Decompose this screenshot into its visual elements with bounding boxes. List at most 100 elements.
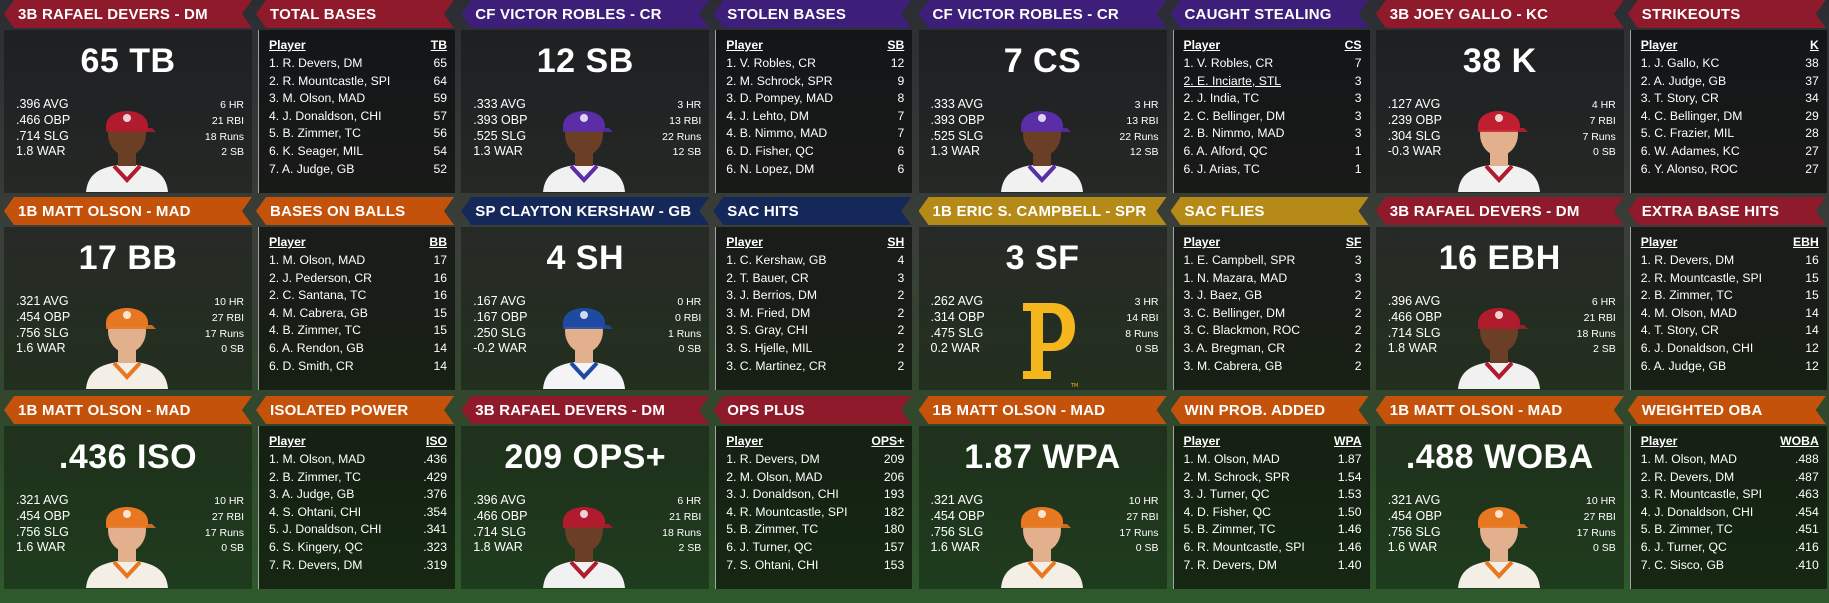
- player-header[interactable]: SP CLAYTON KERSHAW - GB: [461, 197, 709, 225]
- table-row[interactable]: 1. J. Gallo, KC 38: [1641, 55, 1819, 73]
- table-row[interactable]: 1. V. Robles, CR 7: [1184, 55, 1362, 73]
- player-header[interactable]: 1B MATT OLSON - MAD: [4, 197, 252, 225]
- table-row[interactable]: 2. J. India, TC 3: [1184, 90, 1362, 108]
- table-row[interactable]: 4. J. Lehto, DM 7: [726, 108, 904, 126]
- table-row[interactable]: 2. E. Inciarte, STL 3: [1184, 73, 1362, 91]
- table-row[interactable]: 5. B. Zimmer, TC 1.46: [1184, 521, 1362, 539]
- table-row[interactable]: 2. J. Pederson, CR 16: [269, 270, 447, 288]
- category-header[interactable]: OPS PLUS: [713, 396, 911, 424]
- table-row[interactable]: 1. C. Kershaw, GB 4: [726, 252, 904, 270]
- table-row[interactable]: 3. C. Martinez, CR 2: [726, 358, 904, 376]
- table-row[interactable]: 1. M. Olson, MAD .488: [1641, 451, 1819, 469]
- table-row[interactable]: 2. R. Mountcastle, SPI 15: [1641, 270, 1819, 288]
- table-row[interactable]: 7. S. Ohtani, CHI 153: [726, 557, 904, 575]
- table-row[interactable]: 3. D. Pompey, MAD 8: [726, 90, 904, 108]
- table-row[interactable]: 2. M. Schrock, SPR 1.54: [1184, 469, 1362, 487]
- table-row[interactable]: 3. M. Olson, MAD 59: [269, 90, 447, 108]
- player-header[interactable]: 1B ERIC S. CAMPBELL - SPR: [919, 197, 1167, 225]
- category-header[interactable]: TOTAL BASES: [256, 0, 454, 28]
- table-row[interactable]: 5. J. Donaldson, CHI .341: [269, 521, 447, 539]
- table-row[interactable]: 2. B. Zimmer, TC .429: [269, 469, 447, 487]
- table-row[interactable]: 3. J. Donaldson, CHI 193: [726, 486, 904, 504]
- player-header[interactable]: 1B MATT OLSON - MAD: [4, 396, 252, 424]
- table-row[interactable]: 6. Y. Alonso, ROC 27: [1641, 161, 1819, 179]
- table-row[interactable]: 3. J. Baez, GB 2: [1184, 287, 1362, 305]
- table-row[interactable]: 1. M. Olson, MAD 1.87: [1184, 451, 1362, 469]
- table-row[interactable]: 3. C. Bellinger, DM 2: [1184, 305, 1362, 323]
- table-row[interactable]: 1. R. Devers, DM 209: [726, 451, 904, 469]
- category-header[interactable]: WIN PROB. ADDED: [1171, 396, 1369, 424]
- table-row[interactable]: 6. S. Kingery, QC .323: [269, 539, 447, 557]
- table-row[interactable]: 1. R. Devers, DM 65: [269, 55, 447, 73]
- table-row[interactable]: 4. R. Mountcastle, SPI 182: [726, 504, 904, 522]
- table-row[interactable]: 3. J. Berrios, DM 2: [726, 287, 904, 305]
- table-row[interactable]: 4. C. Bellinger, DM 29: [1641, 108, 1819, 126]
- table-row[interactable]: 5. B. Zimmer, TC .451: [1641, 521, 1819, 539]
- player-header[interactable]: 3B RAFAEL DEVERS - DM: [4, 0, 252, 28]
- table-row[interactable]: 3. M. Fried, DM 2: [726, 305, 904, 323]
- table-row[interactable]: 2. B. Zimmer, TC 15: [1641, 287, 1819, 305]
- category-header[interactable]: SAC HITS: [713, 197, 911, 225]
- table-row[interactable]: 3. S. Hjelle, MIL 2: [726, 340, 904, 358]
- table-row[interactable]: 6. J. Donaldson, CHI 12: [1641, 340, 1819, 358]
- table-row[interactable]: 6. A. Judge, GB 12: [1641, 358, 1819, 376]
- table-row[interactable]: 4. D. Fisher, QC 1.50: [1184, 504, 1362, 522]
- player-header[interactable]: 3B RAFAEL DEVERS - DM: [461, 396, 709, 424]
- player-header[interactable]: CF VICTOR ROBLES - CR: [919, 0, 1167, 28]
- table-row[interactable]: 5. B. Zimmer, TC 180: [726, 521, 904, 539]
- category-header[interactable]: STOLEN BASES: [713, 0, 911, 28]
- player-header[interactable]: 1B MATT OLSON - MAD: [919, 396, 1167, 424]
- table-row[interactable]: 4. S. Ohtani, CHI .354: [269, 504, 447, 522]
- table-row[interactable]: 3. A. Bregman, CR 2: [1184, 340, 1362, 358]
- table-row[interactable]: 1. M. Olson, MAD 17: [269, 252, 447, 270]
- table-row[interactable]: 6. W. Adames, KC 27: [1641, 143, 1819, 161]
- category-header[interactable]: EXTRA BASE HITS: [1628, 197, 1826, 225]
- table-row[interactable]: 3. J. Turner, QC 1.53: [1184, 486, 1362, 504]
- table-row[interactable]: 2. A. Judge, GB 37: [1641, 73, 1819, 91]
- table-row[interactable]: 3. R. Mountcastle, SPI .463: [1641, 486, 1819, 504]
- table-row[interactable]: 4. M. Cabrera, GB 15: [269, 305, 447, 323]
- table-row[interactable]: 4. B. Zimmer, TC 15: [269, 322, 447, 340]
- table-row[interactable]: 7. R. Devers, DM 1.40: [1184, 557, 1362, 575]
- player-header[interactable]: 1B MATT OLSON - MAD: [1376, 396, 1624, 424]
- player-header[interactable]: CF VICTOR ROBLES - CR: [461, 0, 709, 28]
- table-row[interactable]: 6. J. Turner, QC 157: [726, 539, 904, 557]
- table-row[interactable]: 2. M. Schrock, SPR 9: [726, 73, 904, 91]
- table-row[interactable]: 3. A. Judge, GB .376: [269, 486, 447, 504]
- table-row[interactable]: 3. T. Story, CR 34: [1641, 90, 1819, 108]
- table-row[interactable]: 4. J. Donaldson, CHI 57: [269, 108, 447, 126]
- table-row[interactable]: 2. C. Bellinger, DM 3: [1184, 108, 1362, 126]
- table-row[interactable]: 6. K. Seager, MIL 54: [269, 143, 447, 161]
- table-row[interactable]: 6. D. Fisher, QC 6: [726, 143, 904, 161]
- table-row[interactable]: 1. M. Olson, MAD .436: [269, 451, 447, 469]
- table-row[interactable]: 1. E. Campbell, SPR 3: [1184, 252, 1362, 270]
- table-row[interactable]: 7. R. Devers, DM .319: [269, 557, 447, 575]
- table-row[interactable]: 3. C. Blackmon, ROC 2: [1184, 322, 1362, 340]
- table-row[interactable]: 6. J. Arias, TC 1: [1184, 161, 1362, 179]
- table-row[interactable]: 2. T. Bauer, CR 3: [726, 270, 904, 288]
- table-row[interactable]: 6. R. Mountcastle, SPI 1.46: [1184, 539, 1362, 557]
- table-row[interactable]: 2. C. Santana, TC 16: [269, 287, 447, 305]
- category-header[interactable]: ISOLATED POWER: [256, 396, 454, 424]
- table-row[interactable]: 2. M. Olson, MAD 206: [726, 469, 904, 487]
- table-row[interactable]: 2. R. Mountcastle, SPI 64: [269, 73, 447, 91]
- table-row[interactable]: 2. R. Devers, DM .487: [1641, 469, 1819, 487]
- table-row[interactable]: 2. B. Nimmo, MAD 3: [1184, 125, 1362, 143]
- table-row[interactable]: 4. B. Nimmo, MAD 7: [726, 125, 904, 143]
- category-header[interactable]: SAC FLIES: [1171, 197, 1369, 225]
- table-row[interactable]: 6. D. Smith, CR 14: [269, 358, 447, 376]
- table-row[interactable]: 3. S. Gray, CHI 2: [726, 322, 904, 340]
- table-row[interactable]: 7. A. Judge, GB 52: [269, 161, 447, 179]
- table-row[interactable]: 5. B. Zimmer, TC 56: [269, 125, 447, 143]
- category-header[interactable]: BASES ON BALLS: [256, 197, 454, 225]
- table-row[interactable]: 5. C. Frazier, MIL 28: [1641, 125, 1819, 143]
- table-row[interactable]: 6. N. Lopez, DM 6: [726, 161, 904, 179]
- table-row[interactable]: 3. M. Cabrera, GB 2: [1184, 358, 1362, 376]
- category-header[interactable]: CAUGHT STEALING: [1171, 0, 1369, 28]
- table-row[interactable]: 4. M. Olson, MAD 14: [1641, 305, 1819, 323]
- table-row[interactable]: 4. T. Story, CR 14: [1641, 322, 1819, 340]
- player-header[interactable]: 3B RAFAEL DEVERS - DM: [1376, 197, 1624, 225]
- table-row[interactable]: 1. N. Mazara, MAD 3: [1184, 270, 1362, 288]
- category-header[interactable]: WEIGHTED OBA: [1628, 396, 1826, 424]
- table-row[interactable]: 4. J. Donaldson, CHI .454: [1641, 504, 1819, 522]
